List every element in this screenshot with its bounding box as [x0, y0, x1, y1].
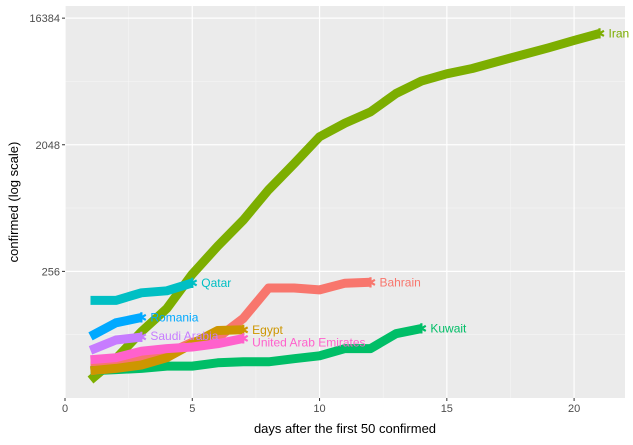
x-axis-title: days after the first 50 confirmed — [254, 421, 436, 436]
x-tick-label: 10 — [313, 403, 325, 415]
series-end-marker-romania: ✱ — [135, 310, 147, 326]
y-tick-label: 256 — [42, 266, 60, 278]
series-label-bahrain: Bahrain — [379, 275, 420, 289]
series-end-marker-qatar: ✱ — [186, 275, 198, 291]
y-tick-label: 2048 — [36, 140, 60, 152]
series-end-marker-saudi-arabia: ✱ — [135, 329, 147, 345]
series-label-united-arab-emirates: United Arab Emirates — [252, 336, 365, 350]
series-end-marker-united-arab-emirates: ✱ — [237, 331, 249, 347]
series-line-saudi-arabia — [88, 332, 142, 355]
series-label-egypt: Egypt — [252, 323, 283, 337]
series-line-united-arab-emirates — [90, 334, 245, 365]
series-label-saudi-arabia: Saudi Arabia — [150, 329, 218, 343]
x-tick-label: 0 — [62, 403, 68, 415]
series-lines — [87, 29, 601, 384]
y-axis-title: confirmed (log scale) — [6, 142, 21, 263]
series-end-marker-bahrain: ✱ — [365, 274, 377, 290]
series-label-qatar: Qatar — [201, 276, 231, 290]
series-line-qatar — [90, 278, 194, 305]
series-line-iran — [87, 29, 601, 384]
x-tick-label: 20 — [568, 403, 580, 415]
series-end-marker-kuwait: ✱ — [415, 321, 427, 337]
series-line-romania — [88, 313, 143, 341]
series-label-iran: Iran — [609, 27, 630, 41]
series-line-egypt — [90, 325, 244, 376]
series-labels: ✱ Iran✱ Bahrain✱ Kuwait✱ Qatar✱ Romania✱ Egypt… — [135, 26, 629, 350]
series-label-kuwait: Kuwait — [430, 322, 467, 336]
y-axis: 256 2048 16384 — [29, 13, 65, 278]
x-axis: 0 5 10 15 20 — [62, 398, 580, 415]
series-end-marker-egypt: ✱ — [237, 322, 249, 338]
plot-panel — [65, 6, 625, 398]
series-end-marker-iran: ✱ — [594, 26, 606, 42]
x-tick-label: 15 — [441, 403, 453, 415]
x-tick-label: 5 — [189, 403, 195, 415]
series-label-romania: Romania — [150, 311, 198, 325]
y-tick-label: 16384 — [29, 13, 60, 25]
